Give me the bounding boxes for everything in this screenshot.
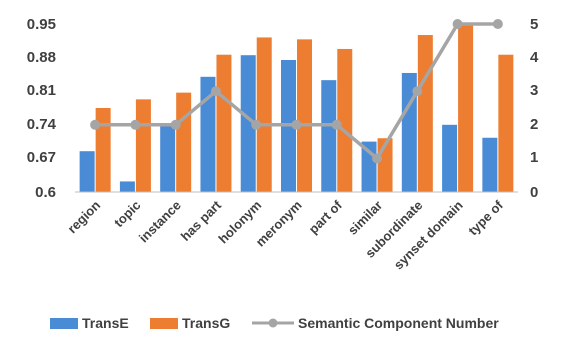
category-label: topic [111,198,144,231]
legend: TransE TransG Semantic Component Number [50,315,499,331]
legend-swatch-transg [150,318,178,329]
line-point [170,119,181,130]
bar-transg [337,48,353,193]
line-point [331,119,342,130]
bar-transg [417,35,433,192]
line-point [452,19,463,29]
right-tick-label: 4 [530,49,539,66]
legend-label-transg: TransG [182,315,230,331]
category-label: region [65,197,104,236]
bar-transe [119,181,135,192]
bar-transg [176,92,192,192]
bar-transg [216,54,232,192]
bar-transg [498,54,514,192]
bar-transe [200,76,216,192]
left-tick-label: 0.74 [27,116,57,133]
line-point [251,119,262,130]
category-label: instance [136,198,184,246]
bar-transg [135,99,151,192]
category-label: similar [345,198,385,238]
bar-transg [458,24,474,192]
bars-layer [79,24,514,193]
legend-swatch-transe [50,318,78,329]
bar-transg [256,37,272,192]
line-semantic-component-number [95,22,498,161]
bar-transe [401,72,417,192]
bar-transe [442,124,458,192]
line-point [412,86,423,97]
bar-transg [95,108,111,192]
left-tick-label: 0.6 [35,184,56,201]
right-tick-label: 0 [530,184,538,201]
left-axis-ticks: 0.95 0.88 0.81 0.74 0.67 0.6 [27,16,57,201]
category-label: type of [465,197,506,238]
left-tick-label: 0.67 [27,149,56,166]
category-label: part of [306,197,346,237]
line-point [210,86,221,97]
line-point [90,119,101,130]
right-tick-label: 3 [530,82,538,99]
right-axis-ticks: 5 4 3 2 1 0 [530,16,539,201]
bar-transg [297,39,312,192]
line-point [291,119,302,130]
line-point [372,153,383,164]
bar-transe [160,124,176,192]
left-tick-label: 0.95 [27,16,56,33]
right-tick-label: 1 [530,149,538,166]
bar-transe [79,151,95,192]
left-tick-label: 0.81 [27,82,56,99]
right-tick-label: 5 [530,16,538,33]
line-point [492,19,503,29]
line-layer [90,19,503,164]
category-label: synset domain [391,197,466,272]
bar-transe [321,80,337,192]
legend-label-scn: Semantic Component Number [298,315,499,331]
legend-label-transe: TransE [82,315,129,331]
bar-transe [240,55,256,193]
line-point [130,119,141,130]
right-tick-label: 2 [530,116,538,133]
left-tick-label: 0.88 [27,49,56,66]
legend-marker-scn [268,318,278,328]
bar-transe [482,137,498,192]
